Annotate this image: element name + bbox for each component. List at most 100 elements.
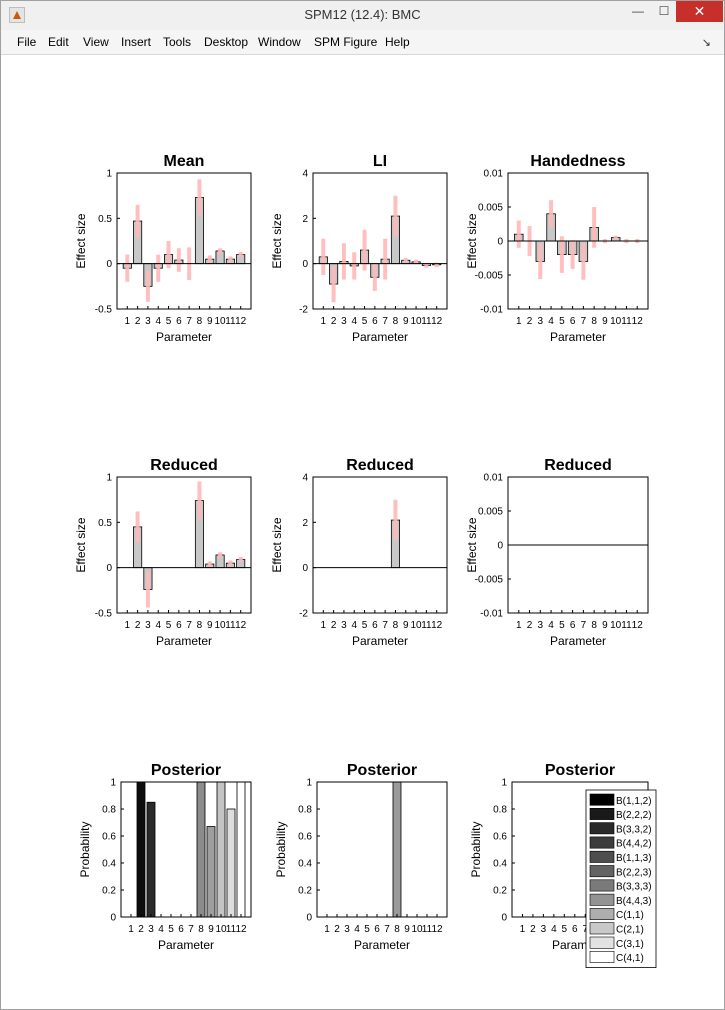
x-tick-label: 7 [582,924,588,935]
y-tick-label: 0.4 [493,859,507,870]
x-tick-label: 12 [632,316,644,327]
y-tick-label: 0.2 [102,886,116,897]
x-tick-label: 7 [382,316,388,327]
y-tick-label: 0.6 [102,832,116,843]
x-tick-label: 1 [321,620,327,631]
legend-label: B(1,1,2) [616,796,652,807]
close-button[interactable]: ✕ [676,0,723,22]
x-tick-label: 6 [372,316,378,327]
legend-label: C(2,1) [616,925,644,936]
x-tick-label: 3 [538,316,544,327]
menu-window[interactable]: Window [258,35,301,49]
y-axis-label: Effect size [270,213,284,268]
menu-help[interactable]: Help [385,35,410,49]
minimize-button[interactable]: — [632,4,644,18]
y-tick-label: 0.5 [98,214,112,225]
menu-tools[interactable]: Tools [163,35,192,49]
x-axis-label: Parameter [550,330,606,344]
x-tick-label: 5 [166,620,172,631]
chart-title: Handedness [530,153,625,170]
bar [226,808,236,918]
y-tick-label: -0.005 [475,271,504,282]
dock-arrow-icon[interactable]: ↘ [701,37,711,49]
menu-desktop[interactable]: Desktop [204,35,249,49]
y-tick-label: 0 [501,913,507,924]
y-tick-label: 1 [106,169,112,180]
x-tick-label: 12 [235,316,247,327]
x-tick-label: 9 [403,316,409,327]
x-tick-label: 10 [411,924,423,935]
menu-file[interactable]: File [17,35,37,49]
x-tick-label: 1 [125,316,131,327]
x-tick-label: 2 [331,620,337,631]
x-axis-label: Parameter [550,634,606,648]
error-bar [424,263,429,268]
x-tick-label: 1 [321,316,327,327]
x-tick-label: 8 [591,316,597,327]
error-bar [228,560,233,566]
error-bar [559,236,564,273]
error-bar [228,256,233,262]
menu-spm-figure[interactable]: SPM Figure [314,35,378,49]
x-tick-label: 6 [374,924,380,935]
x-axis-label: Parameter [352,634,408,648]
error-bar [341,243,346,280]
x-tick-label: 3 [538,620,544,631]
chart-title: Posterior [545,762,615,779]
chart-8: 00.20.40.60.811 2 3 4 5 6 7 8 9 10 11 12PosteriorPa… [274,762,448,952]
x-tick-label: 10 [411,316,423,327]
x-tick-label: 11 [621,316,632,327]
x-tick-label: 8 [197,620,203,631]
y-tick-label: 0.8 [102,805,116,816]
y-tick-label: 0.6 [298,832,312,843]
chart-title: Reduced [150,457,218,474]
y-tick-label: 0 [302,563,308,574]
error-bar [581,243,586,280]
x-tick-label: 2 [331,316,337,327]
menu-view[interactable]: View [83,35,109,49]
legend-label: B(2,2,3) [616,867,652,878]
window-title: SPM12 (12.4): BMC [304,7,421,22]
error-bar [135,511,140,543]
x-axis-label: Parameter [354,938,410,952]
x-tick-label: 8 [393,316,399,327]
x-tick-label: 2 [334,924,340,935]
axes-box [116,172,252,310]
x-tick-label: 2 [135,620,141,631]
matlab-figure-icon[interactable] [9,7,25,23]
menu-insert[interactable]: Insert [121,35,152,49]
error-bar [434,262,439,268]
x-tick-label: 7 [581,620,587,631]
x-tick-label: 5 [559,620,565,631]
chart-title: Mean [164,153,205,170]
legend-swatch [589,865,615,878]
chart-4: -0.500.511 2 3 4 5 6 7 8 9 10 11 12ReducedParameter… [74,457,252,648]
menu-edit[interactable]: Edit [48,35,69,49]
x-tick-label: 6 [570,316,576,327]
chart-1: -0.500.511 2 3 4 5 6 7 8 9 10 11 12MeanParameterEff… [74,153,252,344]
legend-swatch [589,850,615,863]
x-tick-label: 6 [178,924,184,935]
x-tick-label: 10 [411,620,423,631]
axes-box [120,781,252,918]
x-tick-label: 10 [610,620,622,631]
maximize-button[interactable]: ☐ [658,4,670,18]
y-tick-label: -0.005 [475,575,504,586]
y-tick-label: 0 [110,913,116,924]
x-tick-label: 6 [372,620,378,631]
error-bar [207,561,212,567]
y-tick-label: 0 [106,259,112,270]
y-tick-label: 2 [302,518,308,529]
x-tick-label: 2 [138,924,144,935]
x-tick-label: 4 [158,924,164,935]
x-tick-label: 11 [621,620,632,631]
error-bar [125,254,130,282]
x-tick-label: 3 [344,924,350,935]
error-bar [538,243,543,280]
x-tick-label: 12 [632,620,644,631]
bar [392,781,402,918]
x-tick-label: 9 [403,620,409,631]
x-tick-label: 4 [548,316,554,327]
